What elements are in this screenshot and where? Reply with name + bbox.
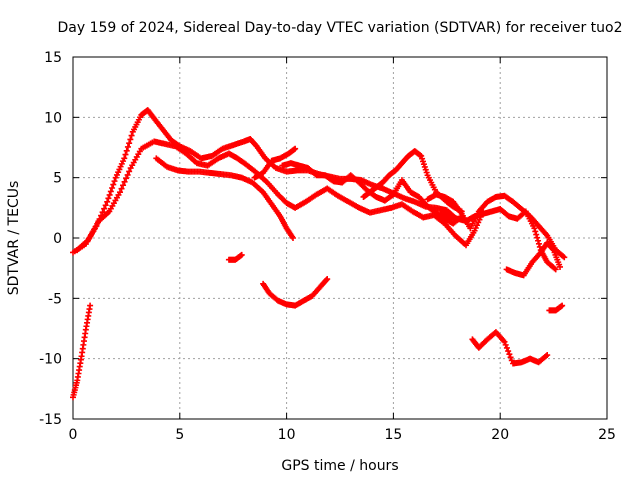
y-tick-label: 5 [53,171,62,187]
data-point [102,202,109,209]
series-track-l [469,329,551,367]
data-point [557,263,564,270]
data-point [105,195,112,202]
data-point [126,140,133,147]
data-point [124,171,131,178]
data-point [118,185,125,192]
y-tick-label: 15 [44,50,62,66]
data-point [501,338,508,345]
data-point [535,240,542,247]
data-point [122,151,129,158]
data-point [532,228,539,235]
data-point [502,341,509,348]
data-point [238,251,245,258]
series-track-d [279,160,465,227]
series-track-c [153,155,297,241]
data-point [106,191,113,198]
data-point [121,155,128,162]
data-point [324,276,331,283]
data-point [533,231,540,238]
data-point [290,235,297,241]
data-point [126,168,133,175]
data-point [87,302,94,309]
data-point [101,205,108,212]
data-point [503,344,510,351]
data-point [292,145,299,152]
data-point [505,348,512,355]
data-point [121,178,128,185]
data-point [107,188,114,195]
data-point [549,246,556,253]
data-point [123,175,130,182]
data-point [116,189,123,196]
x-tick-label: 25 [598,427,616,443]
x-axis-label: GPS time / hours [281,458,398,474]
series-track-m [546,302,566,314]
data-point [127,136,134,143]
y-tick-label: -5 [48,291,62,307]
data-point [124,143,131,150]
x-tick-label: 20 [491,427,509,443]
data-point [552,266,559,273]
chart-title: Day 159 of 2024, Sidereal Day-to-day VTE… [57,20,622,36]
data-point [506,351,513,358]
data-point [559,302,566,309]
data-point [507,354,514,361]
x-tick-label: 10 [278,427,296,443]
y-axis-label: SDTVAR / TECUs [6,181,22,296]
data-point [531,225,538,232]
data-point [534,234,541,241]
y-tick-label: -10 [39,352,62,368]
data-point [544,352,551,359]
data-point [111,178,118,185]
x-tick-label: 15 [384,427,402,443]
data-point [535,237,542,244]
series-track-k [260,276,331,309]
data-point [128,132,135,139]
y-tick-label: 0 [53,231,62,247]
data-point [123,147,130,154]
series-track-j [225,251,245,263]
series-track-n [70,302,94,401]
data-point [104,198,111,205]
data-point [561,254,568,261]
series-track-e [251,145,299,181]
data-point [110,181,117,188]
x-tick-label: 0 [69,427,78,443]
y-tick-label: -15 [39,412,62,428]
data-point [109,185,116,192]
series-track-f [360,148,465,215]
y-tick-label: 10 [44,110,62,126]
series-track-h [437,206,559,273]
data-point [120,182,127,189]
series-track-i [503,239,564,279]
data-point [323,277,330,284]
x-tick-label: 5 [175,427,184,443]
